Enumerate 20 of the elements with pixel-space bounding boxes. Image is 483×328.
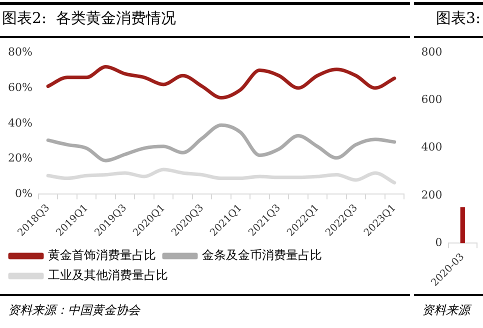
chart-title: 图表2: 各类黄金消费情况 xyxy=(2,9,176,28)
y-tick-label: 800 xyxy=(421,45,442,58)
text: 资料来源 xyxy=(422,302,470,319)
y-tick-label: 600 xyxy=(421,93,442,106)
y-tick-label: 0 xyxy=(435,236,442,249)
text: 资料来源：中国黄金协会 xyxy=(8,302,140,319)
legend-label: 工业及其他消费量占比 xyxy=(48,268,168,282)
y-tick-label: 200 xyxy=(421,188,442,202)
line-series xyxy=(46,168,396,184)
legend-label: 黄金首饰消费量占比 xyxy=(48,248,156,262)
y-tick-label: 80% xyxy=(8,45,32,58)
line-series xyxy=(46,123,396,162)
y-tick-label: 60% xyxy=(8,80,32,94)
y-tick-label: 400 xyxy=(421,140,442,154)
y-tick-label: 40% xyxy=(8,116,32,130)
line-series xyxy=(46,65,396,100)
y-tick-label: 20% xyxy=(8,152,32,165)
y-tick-label: 0% xyxy=(14,187,32,200)
chart-title: 图表3: xyxy=(436,9,481,28)
legend-label: 金条及金币消费量占比 xyxy=(202,248,322,262)
